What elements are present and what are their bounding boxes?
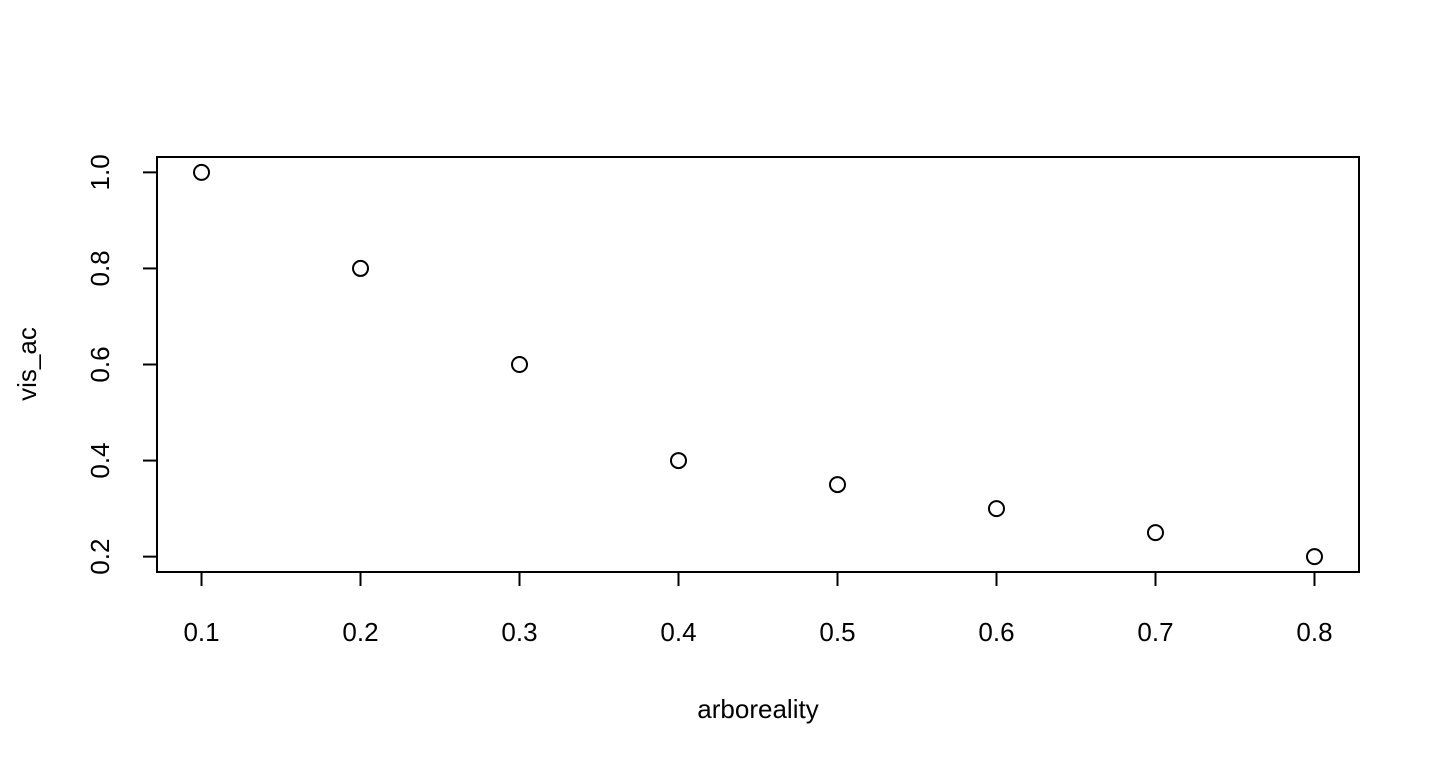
- y-tick-label: 0.4: [85, 442, 115, 478]
- y-tick-label: 1.0: [85, 154, 115, 190]
- x-tick-label: 0.1: [183, 617, 219, 647]
- data-point: [193, 163, 211, 181]
- y-axis: 0.2 0.4 0.6 0.8 1.0: [85, 154, 158, 575]
- x-tick-label: 0.8: [1296, 617, 1332, 647]
- data-points: [193, 163, 1323, 566]
- data-point: [1146, 524, 1164, 542]
- y-tick-label: 0.2: [85, 539, 115, 575]
- x-tick-label: 0.2: [342, 617, 378, 647]
- data-point: [352, 259, 370, 277]
- data-point: [987, 500, 1005, 518]
- x-tick-label: 0.5: [819, 617, 855, 647]
- y-tick-label: 0.8: [85, 250, 115, 286]
- data-point: [828, 476, 846, 494]
- data-point: [670, 452, 688, 470]
- x-tick-label: 0.7: [1137, 617, 1173, 647]
- x-axis: 0.1 0.2 0.3 0.4 0.5 0.6 0.7 0.8: [183, 571, 1333, 647]
- plot-frame: [156, 156, 1360, 573]
- y-axis-title: vis_ac: [12, 327, 42, 401]
- x-tick-label: 0.4: [660, 617, 696, 647]
- y-tick-label: 0.6: [85, 346, 115, 382]
- x-tick-label: 0.3: [501, 617, 537, 647]
- data-point: [511, 356, 529, 373]
- x-tick-label: 0.6: [978, 617, 1014, 647]
- x-axis-title: arboreality: [697, 694, 818, 724]
- data-point: [1305, 548, 1323, 566]
